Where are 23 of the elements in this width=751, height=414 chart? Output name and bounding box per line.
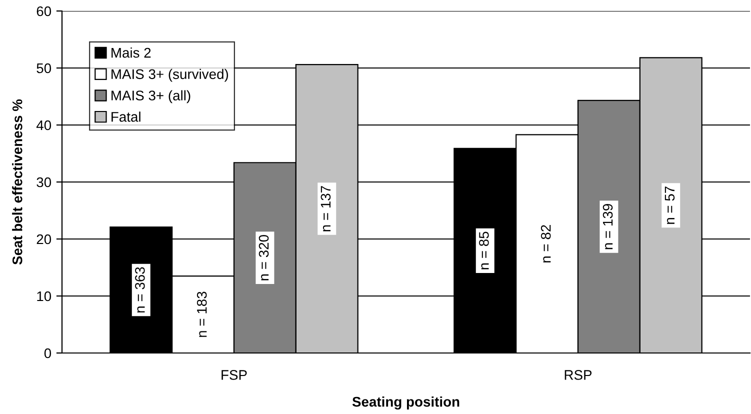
legend-label: Fatal [112, 112, 140, 122]
y-tick-label: 40 [36, 120, 52, 130]
y-tick-label: 30 [36, 177, 52, 188]
legend-label: MAIS 3+ (survived) [112, 68, 228, 82]
x-axis-title: Seating position [352, 396, 460, 410]
legend-label: Mais 2 [112, 48, 151, 58]
y-tick-label: 10 [37, 291, 52, 302]
x-tick-label: FSP [222, 370, 247, 380]
legend-label: MAIS 3+ (all) [112, 90, 190, 104]
annotation: n = 57 [664, 186, 675, 224]
y-tick-label: 20 [36, 234, 52, 244]
y-tick-label: 50 [36, 63, 52, 74]
annotation: n = 363 [135, 267, 145, 312]
annotation: n = 320 [258, 234, 269, 280]
y-tick-label: 0 [44, 348, 52, 358]
annotation: n = 183 [196, 292, 207, 337]
y-axis-title: Seat belt effectiveness % [12, 99, 22, 265]
annotation: n = 82 [540, 225, 551, 262]
y-tick-label: 60 [36, 6, 52, 16]
annotation: n = 139 [602, 204, 613, 250]
x-tick-label: RSP [564, 370, 592, 380]
annotation: n = 85 [479, 232, 489, 270]
annotation: n = 137 [320, 186, 331, 232]
